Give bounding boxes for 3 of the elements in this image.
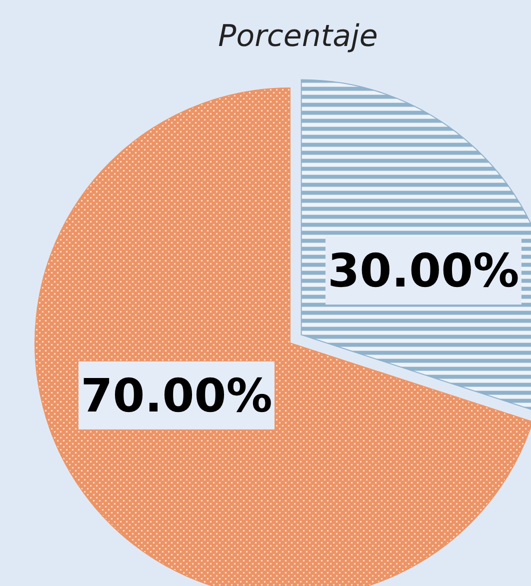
data-label: 30.00% <box>328 244 520 298</box>
data-label: 70.00% <box>80 368 272 422</box>
chart-title: Porcentaje <box>218 19 378 54</box>
